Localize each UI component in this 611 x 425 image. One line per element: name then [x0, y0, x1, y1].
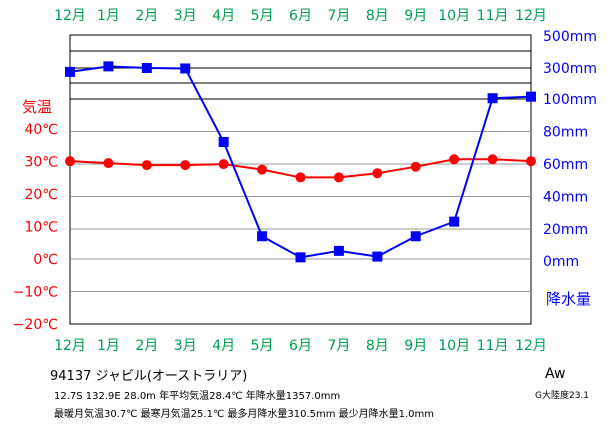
month-label-top: 1月 [97, 8, 120, 24]
temperature-point [180, 160, 191, 171]
temperature-point [372, 168, 383, 179]
continentality-index: G大陸度23.1 [535, 391, 590, 401]
month-label-top: 12月 [54, 8, 86, 24]
month-label-bottom: 9月 [404, 338, 427, 354]
precipitation-point [372, 251, 383, 262]
precipitation-point [65, 66, 75, 77]
precipitation-point [410, 231, 421, 242]
month-label-top: 12月 [515, 8, 547, 24]
station-info-line1: 12.7S 132.9E 28.0m 年平均気温28.4℃ 年降水量1357.0… [54, 391, 341, 402]
month-label-bottom: 12月 [54, 338, 86, 354]
temperature-tick-label: −20℃ [13, 317, 58, 333]
month-label-bottom: 7月 [327, 338, 350, 354]
precipitation-point [103, 61, 114, 72]
month-label-bottom: 3月 [174, 338, 197, 354]
temperature-point [449, 154, 460, 165]
precipitation-tick-label: 500mm [543, 29, 597, 45]
month-label-bottom: 8月 [366, 338, 389, 354]
month-label-top: 6月 [289, 8, 312, 24]
month-label-bottom: 5月 [251, 338, 274, 354]
precipitation-tick-label: 100mm [543, 92, 597, 108]
month-label-top: 8月 [366, 8, 389, 24]
month-label-bottom: 10月 [438, 338, 470, 354]
temperature-point [218, 159, 229, 170]
precipitation-tick-label: 300mm [543, 61, 597, 77]
station-info-line2: 最暖月気温30.7℃ 最寒月気温25.1℃ 最多月降水量310.5mm 最少月降… [54, 409, 435, 420]
temperature-tick-label: 10℃ [24, 220, 58, 236]
month-ticks-bottom: 12月 1月 2月 3月 4月 5月 6月 7月 8月 9月 10月 11月 12月 [54, 338, 547, 354]
month-label-top: 3月 [174, 8, 197, 24]
precipitation-tick-label: 80mm [543, 125, 588, 141]
precipitation-tick-label: 40mm [543, 190, 588, 206]
precipitation-ticks: 500mm 300mm 100mm 80mm 60mm 40mm 20mm 0mm [543, 29, 597, 270]
month-label-top: 10月 [438, 8, 470, 24]
station-name: 94137 ジャビル(オーストラリア) [50, 369, 248, 384]
month-label-bottom: 1月 [97, 338, 120, 354]
month-label-top: 11月 [477, 8, 509, 24]
precipitation-axis-label: 降水量 [546, 290, 591, 308]
temperature-tick-label: 20℃ [24, 187, 58, 203]
temperature-axis-label: 気温 [22, 98, 52, 116]
series-markers [65, 61, 536, 263]
month-label-top: 2月 [135, 8, 158, 24]
month-label-bottom: 4月 [212, 338, 235, 354]
month-ticks-top: 12月 1月 2月 3月 4月 5月 6月 7月 8月 9月 10月 11月 12月 [54, 8, 547, 24]
temperature-point [410, 161, 421, 172]
precipitation-tick-label: 0mm [543, 254, 579, 270]
month-label-bottom: 2月 [135, 338, 158, 354]
temperature-tick-label: 40℃ [24, 122, 58, 138]
precipitation-point [526, 91, 536, 102]
temperature-point [65, 156, 75, 167]
precipitation-point [449, 216, 460, 227]
plot-frame [69, 34, 532, 325]
precipitation-point [218, 137, 229, 147]
month-label-top: 7月 [327, 8, 350, 24]
month-label-top: 5月 [251, 8, 274, 24]
precipitation-point [295, 252, 306, 263]
month-label-bottom: 12月 [515, 338, 547, 354]
temperature-point [333, 172, 344, 183]
temperature-point [257, 164, 268, 175]
temperature-point [141, 160, 152, 171]
temperature-ticks: 40℃ 30℃ 20℃ 10℃ 0℃ −10℃ −20℃ [13, 122, 58, 333]
climate-code: Aw [545, 366, 566, 382]
precipitation-point [257, 231, 268, 242]
month-label-top: 4月 [212, 8, 235, 24]
climate-chart: 12月 1月 2月 3月 4月 5月 6月 7月 8月 9月 10月 11月 12月 12月 1月 2月 3月… [13, 8, 597, 354]
month-label-top: 9月 [404, 8, 427, 24]
precipitation-point [487, 93, 498, 104]
temperature-tick-label: 0℃ [33, 252, 58, 268]
temperature-point [487, 154, 498, 165]
temperature-point [526, 156, 536, 167]
precipitation-tick-label: 20mm [543, 222, 588, 238]
temperature-tick-label: 30℃ [24, 155, 58, 171]
month-label-bottom: 11月 [477, 338, 509, 354]
temperature-tick-label: −10℃ [13, 285, 58, 301]
temperature-point [103, 158, 114, 169]
precipitation-tick-label: 60mm [543, 157, 588, 173]
temperature-point [295, 172, 306, 183]
precipitation-point [333, 245, 344, 256]
precipitation-point [141, 63, 152, 73]
month-label-bottom: 6月 [289, 338, 312, 354]
precipitation-point [180, 63, 191, 74]
